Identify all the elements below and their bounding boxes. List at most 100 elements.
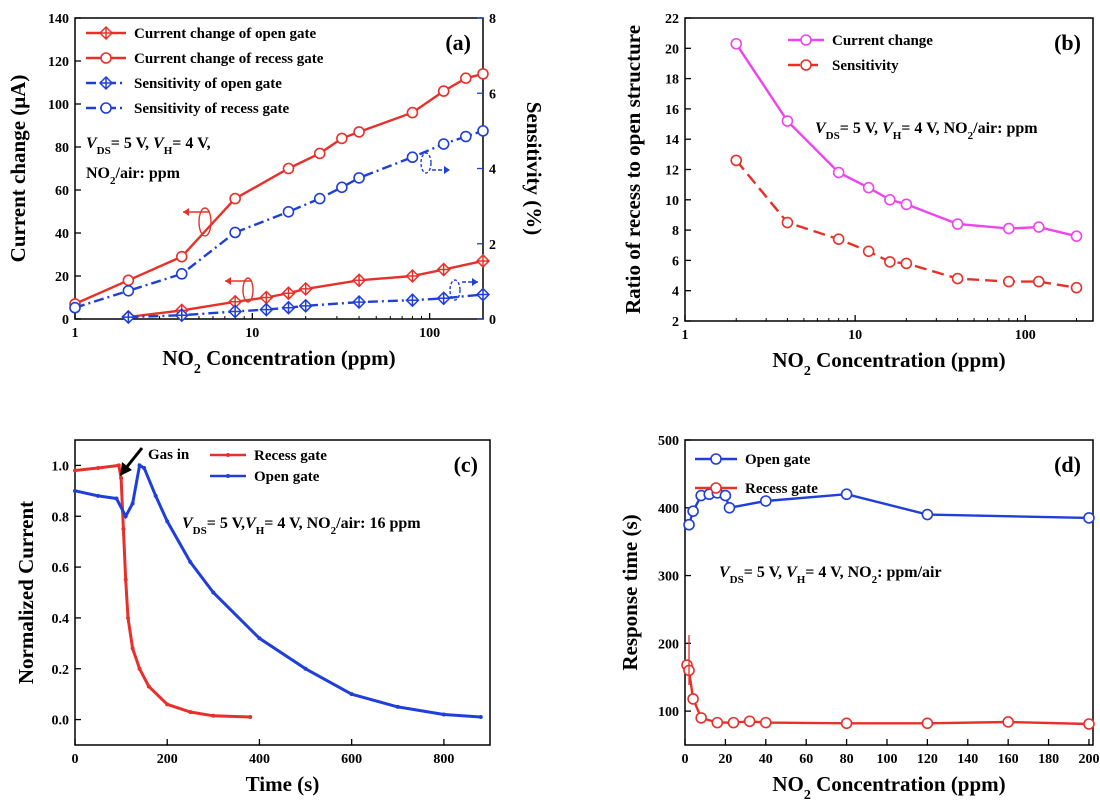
x-tick-label: 800: [433, 752, 454, 767]
y-tick-label: 8: [672, 224, 679, 239]
data-point: [353, 126, 365, 138]
legend-label: Current change of recess gate: [134, 51, 324, 67]
y-tick-label: 0.0: [52, 714, 70, 729]
data-point: [840, 717, 853, 730]
data-point: [781, 115, 794, 127]
data-point: [175, 250, 188, 263]
data-point: [121, 526, 126, 531]
data-point: [153, 493, 158, 498]
x-tick-label: 100: [1015, 328, 1036, 343]
data-point: [475, 253, 491, 269]
axis-ellipse: [420, 152, 432, 174]
panel-c: 0 200 400 600 800 0.0 0.2 0.4 0.6 0.8 1.0 Time (s) N…: [14, 439, 491, 796]
data-point: [406, 151, 419, 164]
y-right-axis-label: Sensitivity (%): [522, 102, 546, 236]
data-point: [282, 205, 295, 218]
data-point: [69, 301, 81, 314]
data-point: [123, 514, 128, 519]
legend-marker: [800, 34, 812, 46]
data-point: [353, 172, 365, 184]
data-point: [281, 286, 296, 301]
data-point: [1003, 222, 1015, 235]
y-tick-label: 6: [672, 254, 679, 269]
y-tick-label: 100: [658, 705, 679, 720]
data-point: [687, 693, 699, 705]
data-point: [759, 495, 772, 507]
data-point: [121, 310, 136, 325]
data-point: [687, 505, 699, 517]
data-point: [405, 268, 420, 284]
data-point: [126, 615, 131, 620]
panel-label: (d): [1054, 452, 1081, 477]
y-tick-label: 12: [665, 164, 679, 179]
data-point: [405, 293, 420, 308]
data-point: [727, 716, 740, 729]
data-point: [437, 85, 450, 97]
data-point: [336, 132, 348, 145]
data-point: [730, 37, 743, 50]
series-line: [685, 664, 1090, 726]
data-point: [73, 468, 77, 473]
y-tick-label: 2: [672, 315, 679, 330]
y-tick-label: 16: [665, 103, 679, 118]
legend-label: Current change: [832, 33, 933, 49]
data-point: [146, 684, 151, 689]
data-point: [862, 245, 875, 258]
data-point: [951, 218, 964, 230]
x-tick-label: 0: [72, 752, 79, 767]
x-tick-label: 180: [1038, 752, 1059, 767]
annotation: VDS= 5 V, VH= 4 V, NO2/air: ppm: [815, 120, 1038, 142]
data-point: [460, 72, 472, 84]
y-tick-label: 0.2: [52, 663, 70, 678]
x-tick-label: 120: [917, 752, 938, 767]
y-right-tick-label: 0: [489, 313, 496, 328]
legend-marker: [100, 52, 112, 64]
data-point: [116, 463, 121, 468]
gas-in-arrow: [124, 447, 144, 469]
data-point: [406, 106, 419, 119]
data-point: [730, 154, 743, 167]
series-line: [735, 43, 1077, 238]
data-point: [188, 560, 193, 564]
data-point: [137, 666, 142, 671]
gas-in-arrowhead: [120, 462, 132, 476]
data-point: [211, 713, 216, 718]
data-point: [884, 256, 896, 268]
data-point: [73, 488, 77, 493]
data-point: [257, 636, 262, 641]
axis-arrowhead: [183, 208, 189, 216]
y-right-tick-label: 2: [489, 238, 496, 253]
legend-marker: [100, 102, 112, 114]
legend-label: Sensitivity: [832, 58, 899, 74]
axis-ellipse: [242, 277, 254, 303]
y-tick-label: 60: [55, 184, 69, 199]
legend-marker: [800, 59, 812, 71]
y-axis-label: Normalized Current: [14, 501, 38, 684]
data-point: [298, 281, 313, 296]
y-right-tick-label: 6: [489, 87, 496, 102]
data-point: [1083, 512, 1095, 524]
data-point: [921, 717, 934, 730]
panel-label: (b): [1054, 30, 1081, 55]
data-point: [248, 715, 253, 720]
series-line: [687, 491, 1090, 526]
series-line: [74, 463, 251, 719]
data-point: [137, 463, 142, 468]
annotation: VDS= 5 V,VH= 4 V, NO2/air: 16 ppm: [182, 515, 421, 537]
y-tick-label: 120: [48, 55, 69, 70]
y-tick-label: 0: [62, 313, 69, 328]
x-axis-label: NO2 Concentration (ppm): [162, 346, 395, 377]
data-point: [862, 181, 875, 194]
y-right-tick-label: 8: [489, 12, 496, 27]
plot-frame: [684, 439, 1094, 746]
axis-ellipse: [198, 207, 212, 237]
data-point: [683, 518, 695, 531]
y-axis-label: Ratio of recess to open structure: [621, 25, 645, 314]
data-point: [313, 147, 326, 160]
data-point: [114, 496, 119, 501]
annotation: VDS= 5 V, VH= 4 V, NO2: ppm/air: [719, 564, 942, 586]
data-point: [711, 716, 724, 729]
data-point: [211, 590, 216, 595]
x-tick-label: 10: [848, 328, 862, 343]
